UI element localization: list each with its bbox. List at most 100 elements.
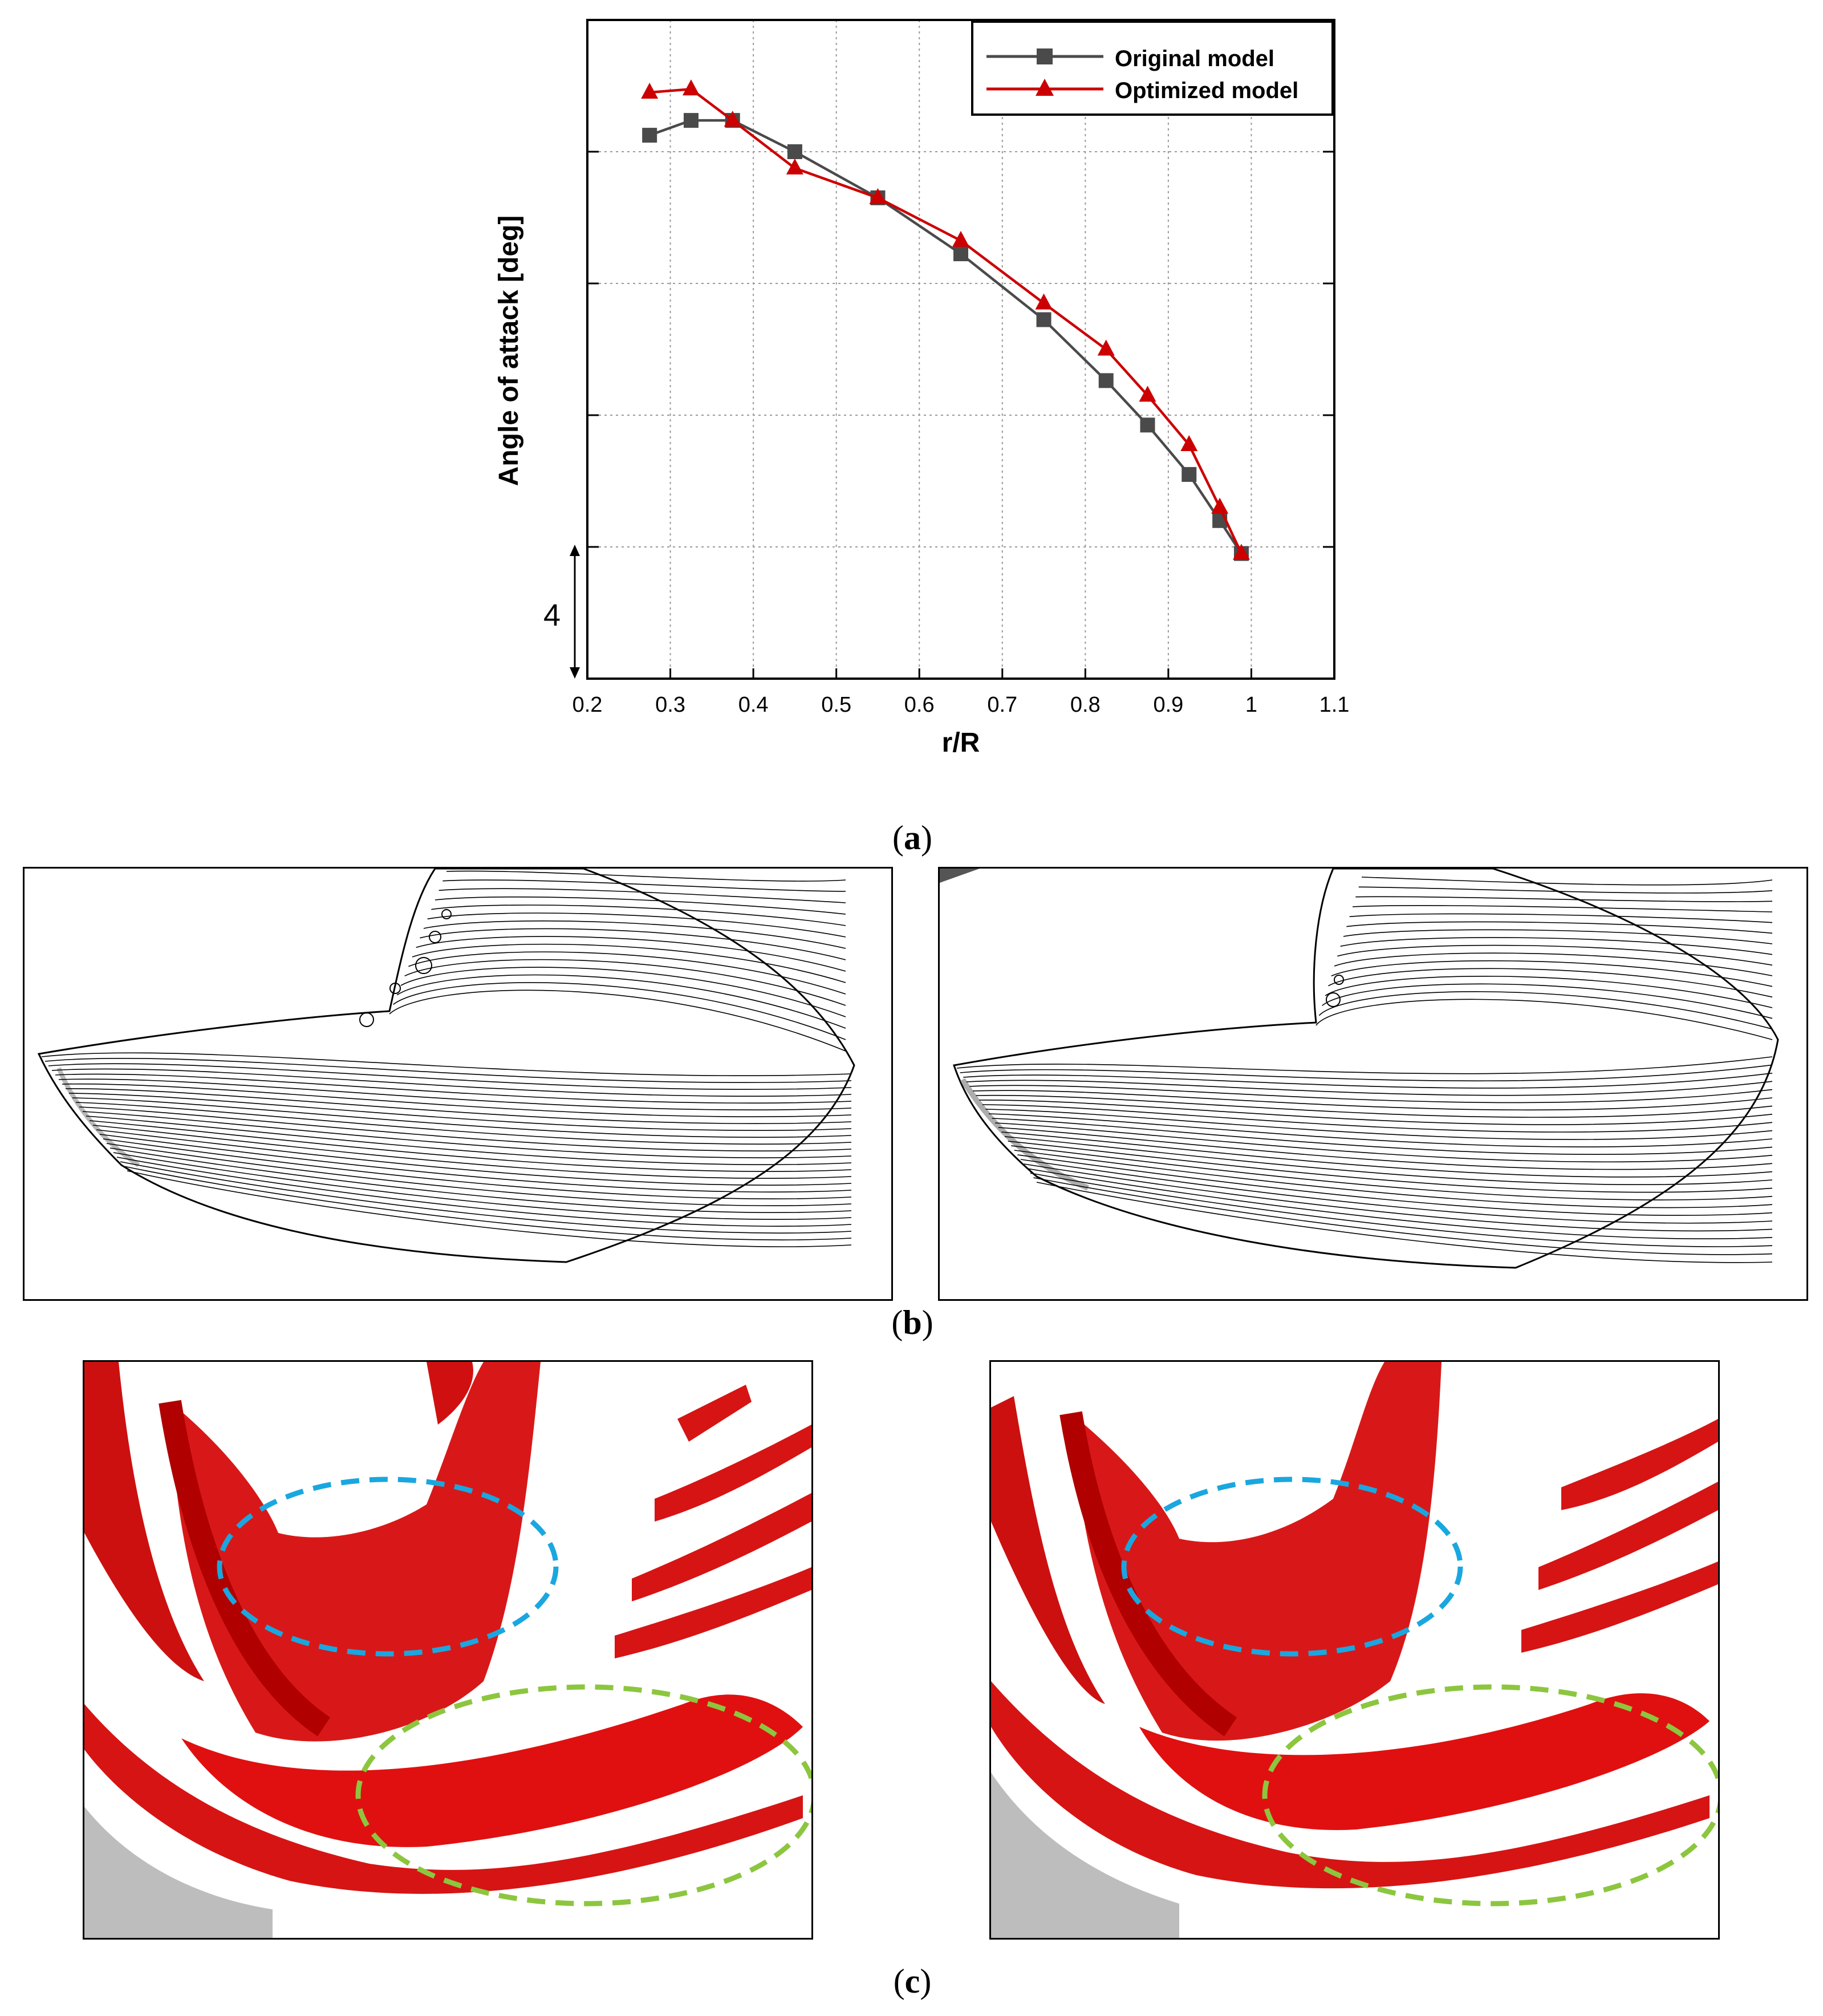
data-point-original (953, 246, 968, 262)
chart-legend: Original model Optimized model (971, 21, 1334, 116)
green-highlight-ellipse (355, 1684, 811, 1907)
streamline (442, 879, 846, 892)
streamline-optimized-plot (940, 869, 1779, 1269)
green-highlight-ellipse (1262, 1684, 1718, 1907)
streamline (106, 1143, 852, 1206)
streamline (998, 1127, 1773, 1170)
streamline (431, 904, 846, 926)
streamline (1017, 1154, 1773, 1216)
chart-series (641, 79, 1250, 561)
y-axis-title: Angle of attack [deg] (494, 216, 524, 486)
data-point-original (1036, 312, 1051, 327)
data-point-optimized (1211, 497, 1229, 514)
blade-outline (953, 869, 1779, 1269)
streamline (427, 912, 846, 938)
chart-grid (587, 20, 1334, 679)
data-point-optimized (724, 111, 741, 127)
panel-label-b: (b) (891, 1304, 933, 1341)
x-tick-label: 0.3 (655, 693, 685, 717)
separation-vortices (359, 909, 452, 1027)
data-point-original (1140, 417, 1155, 433)
streamline (985, 1109, 1773, 1140)
data-point-optimized (1180, 435, 1198, 451)
x-tick-label: 0.9 (1153, 693, 1183, 717)
blue-highlight-ellipse (1121, 1476, 1463, 1657)
streamline (44, 1057, 852, 1084)
streamline (1358, 886, 1773, 894)
x-tick-label: 0.5 (821, 693, 851, 717)
streamline (96, 1129, 852, 1186)
data-point-optimized (1097, 339, 1115, 356)
streamline (1346, 921, 1773, 934)
streamline (956, 1056, 1773, 1074)
x-tick-label: 0.7 (987, 693, 1017, 717)
streamline (79, 1106, 852, 1151)
data-point-optimized (869, 188, 887, 204)
streamline (113, 1152, 852, 1220)
streamline (1020, 1159, 1773, 1224)
streamline (966, 1080, 1773, 1096)
x-axis-ticks: 0.2 0.3 0.4 0.5 0.6 0.7 0.8 0.9 1 1.1 (573, 668, 1350, 717)
vortex-optimized (989, 1360, 1720, 1940)
streamline (995, 1122, 1773, 1163)
streamline (972, 1090, 1773, 1111)
streamline (1033, 1177, 1773, 1255)
streamline-original (23, 867, 893, 1301)
angle-of-attack-chart: 0.2 0.3 0.4 0.5 0.6 0.7 0.8 0.9 1 1.1 Original mo… (494, 19, 1350, 758)
streamline (86, 1116, 852, 1165)
streamline (396, 974, 846, 1029)
data-point-optimized (1232, 543, 1250, 560)
streamline (420, 928, 846, 960)
streamline (48, 1063, 852, 1090)
x-tick-label: 1.1 (1319, 693, 1350, 717)
vortex-optimized-plot (991, 1362, 1718, 1938)
streamline (1001, 1131, 1773, 1178)
streamline (1318, 991, 1773, 1030)
streamline (1011, 1145, 1773, 1200)
streamline (92, 1125, 852, 1179)
data-point-optimized (641, 83, 659, 99)
data-point-optimized (952, 230, 969, 247)
x-tick-label: 0.6 (904, 693, 935, 717)
tip-vortex (1139, 1693, 1710, 1830)
blade-surface (170, 1362, 541, 1742)
streamline (55, 1073, 852, 1104)
streamline (992, 1118, 1773, 1155)
streamline (75, 1102, 852, 1145)
streamline (400, 967, 846, 1017)
streamline (1036, 1182, 1773, 1263)
data-point-optimized (1139, 386, 1156, 402)
streamline (1014, 1150, 1773, 1208)
x-tick-label: 0.8 (1070, 693, 1101, 717)
panel-label-a: (a) (892, 819, 932, 857)
streamline (412, 943, 846, 983)
streamline (1337, 944, 1773, 966)
series-line-original (649, 119, 1243, 554)
streamline (988, 1113, 1773, 1147)
streamline (1327, 968, 1773, 998)
streamline (976, 1094, 1773, 1118)
data-point-original (787, 144, 802, 159)
panel-label-c: (c) (893, 1962, 932, 2000)
streamline (103, 1138, 852, 1199)
data-point-original (683, 113, 699, 128)
streamline (1008, 1141, 1773, 1193)
x-tick-label: 1 (1245, 693, 1257, 717)
separation-vortices (1326, 975, 1344, 1007)
scale-bar-label: 4 (543, 598, 561, 632)
streamline (89, 1120, 852, 1172)
y-scale-bar: 4 (543, 545, 580, 679)
streamline (1030, 1173, 1773, 1247)
streamline (1334, 952, 1773, 976)
streamline (393, 982, 846, 1040)
streamline (1352, 905, 1773, 912)
streamline (1340, 937, 1773, 955)
legend-label-optimized: Optimized model (1115, 78, 1298, 103)
streamline (982, 1104, 1773, 1133)
streamline-optimized (938, 867, 1808, 1301)
streamline (1355, 896, 1773, 902)
streamline (960, 1064, 1773, 1082)
vortex-original-plot (84, 1362, 811, 1938)
blade-outline (37, 869, 855, 1263)
x-tick-label: 0.2 (573, 693, 603, 717)
